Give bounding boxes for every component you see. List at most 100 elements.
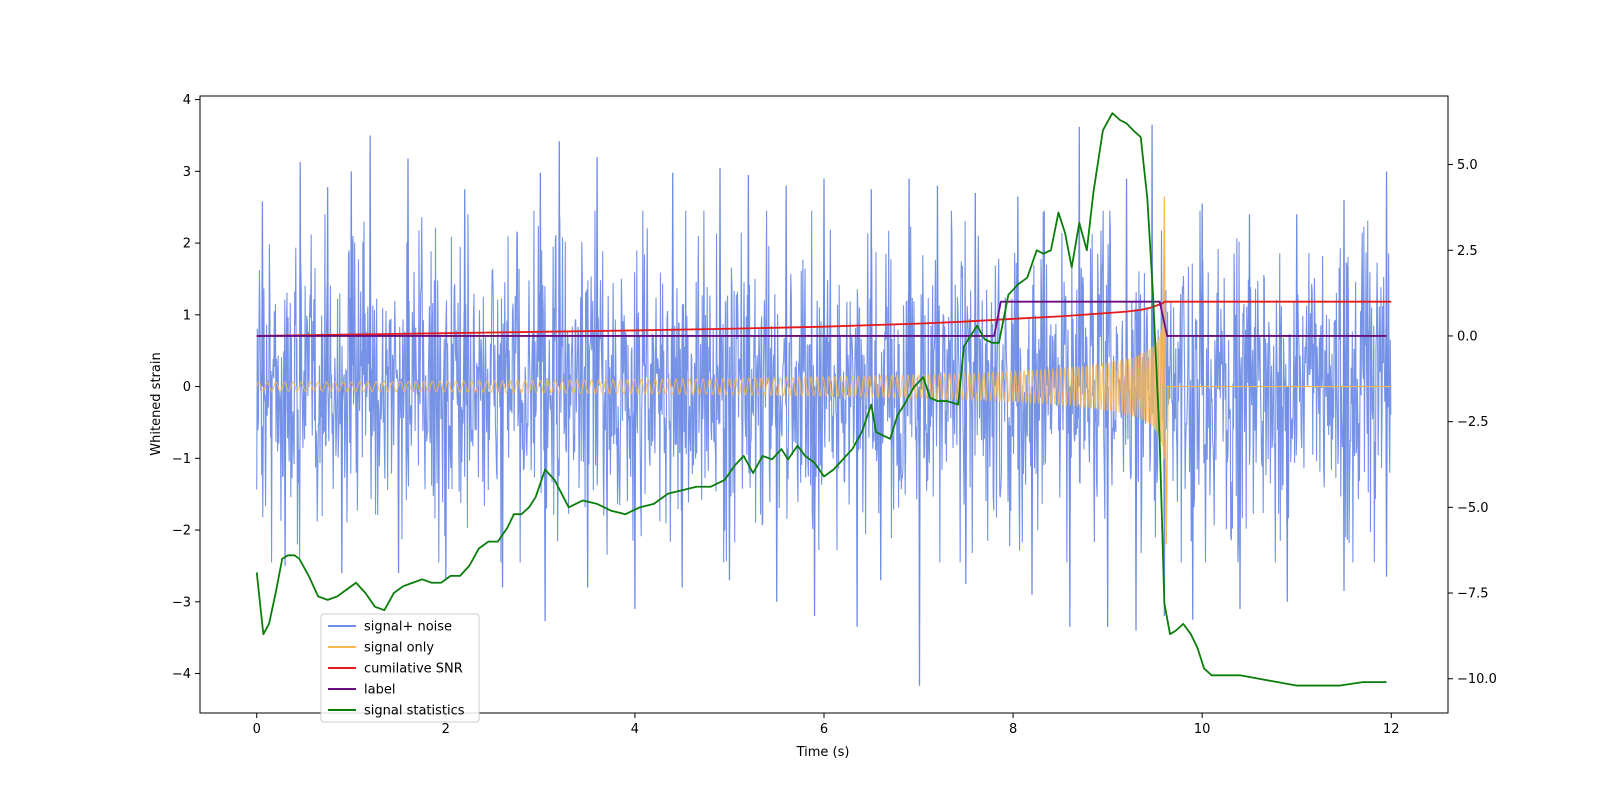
- y-left-tick-label: 2: [183, 237, 191, 252]
- noise-spike: [501, 386, 504, 588]
- noise-spike: [1248, 214, 1251, 387]
- legend-label: label: [364, 683, 395, 698]
- noise-spike: [728, 386, 731, 581]
- noise-spike: [539, 172, 542, 387]
- legend-item: cumilative SNR: [328, 662, 463, 677]
- y-right-tick-label: −2.5: [1457, 415, 1489, 430]
- noise-spike: [1342, 200, 1346, 387]
- noise-spike: [368, 135, 372, 387]
- noise-spike: [444, 386, 448, 581]
- noise-spike: [463, 189, 466, 387]
- noise-spike: [633, 386, 637, 609]
- y-left-tick-label: 4: [183, 93, 191, 108]
- legend-box: [320, 613, 480, 723]
- noise-spike: [261, 201, 264, 387]
- noise-spike: [1286, 386, 1289, 602]
- noise-spike: [350, 171, 353, 387]
- noise-spike: [1385, 386, 1388, 577]
- noise-spike: [1016, 196, 1020, 387]
- x-tick-label: 2: [442, 722, 450, 737]
- x-axis-label: Time (s): [796, 745, 850, 760]
- plot-area: [255, 112, 1392, 687]
- noise-spike: [784, 185, 788, 387]
- legend-item: signal statistics: [328, 704, 465, 719]
- y-left-tick-label: −1: [172, 452, 191, 467]
- x-tick-label: 4: [631, 722, 639, 737]
- series-label: [256, 300, 1387, 337]
- noise-spike: [1068, 386, 1072, 627]
- y-left-tick-label: 3: [183, 165, 191, 180]
- noise-spike: [397, 386, 400, 574]
- noise-spike: [1238, 386, 1242, 609]
- y-right-tick-label: −5.0: [1457, 501, 1489, 516]
- noise-spike: [406, 158, 410, 387]
- noise-spike: [870, 189, 873, 387]
- noise-spike: [1163, 386, 1166, 617]
- chirp-trace: [256, 316, 1165, 460]
- noise-spike: [1385, 171, 1388, 387]
- y-left-tick-label: −2: [172, 524, 191, 539]
- y-axis-left: −4 −3 −2 −1 0 1 2 3 4: [172, 93, 200, 682]
- noise-spike: [1191, 386, 1194, 620]
- noise-spike: [543, 386, 547, 622]
- noise-spike: [964, 386, 968, 584]
- legend-label: cumilative SNR: [364, 662, 463, 677]
- noise-spike: [595, 156, 599, 387]
- noise-spike: [1342, 386, 1346, 592]
- noise-spike: [1134, 386, 1138, 631]
- noise-spike: [907, 178, 911, 387]
- noise-spike: [855, 386, 859, 627]
- y-right-tick-label: 5.0: [1457, 158, 1478, 173]
- noise-spike: [1106, 386, 1109, 627]
- legend-label: signal statistics: [364, 704, 465, 719]
- series-signal-statistics: [255, 112, 1387, 687]
- x-tick-label: 6: [820, 722, 828, 737]
- x-tick-label: 12: [1383, 722, 1400, 737]
- noise-spike: [879, 386, 882, 581]
- x-tick-label: 10: [1194, 722, 1211, 737]
- noise-spike: [558, 141, 561, 387]
- noise-spike: [283, 386, 287, 566]
- legend-item: label: [328, 683, 395, 698]
- series-cumulative-snr: [256, 300, 1392, 337]
- x-tick-label: 8: [1009, 722, 1017, 737]
- x-axis: 0 2 4 6 8 10 12: [253, 713, 1400, 737]
- legend-label: signal only: [364, 641, 434, 656]
- merger-spike: [1161, 196, 1169, 545]
- y-axis-right: −10.0 −7.5 −5.0 −2.5 0.0 2.5 5.0: [1448, 158, 1497, 687]
- noise-spike: [918, 386, 921, 686]
- x-tick-label: 0: [253, 722, 261, 737]
- y-right-tick-label: 2.5: [1457, 244, 1478, 259]
- noise-spike: [1030, 386, 1034, 595]
- noise-spike: [671, 172, 674, 387]
- y-axis-left-label: Whitened strain: [149, 352, 164, 455]
- y-left-tick-label: 0: [183, 380, 191, 395]
- y-right-tick-label: −10.0: [1457, 672, 1497, 687]
- legend-label: signal+ noise: [364, 620, 452, 635]
- y-left-tick-label: −3: [172, 595, 191, 610]
- y-left-tick-label: 1: [183, 308, 191, 323]
- legend-item: signal only: [328, 641, 434, 656]
- noise-spike: [936, 185, 939, 387]
- series-signal-only: [256, 196, 1392, 545]
- noise-spike: [326, 187, 329, 387]
- noise-spike: [747, 174, 750, 387]
- legend-item: signal+ noise: [328, 620, 452, 635]
- noise-spike: [586, 386, 589, 588]
- legend: signal+ noise signal only cumilative SNR la…: [320, 613, 480, 723]
- noise-spike: [822, 178, 826, 387]
- noise-spike: [298, 162, 302, 387]
- noise-spike: [813, 386, 816, 617]
- noise-spike: [1125, 178, 1128, 387]
- noise-spike: [1078, 126, 1081, 387]
- noise-spike: [718, 167, 722, 387]
- noise-spike: [340, 386, 344, 574]
- noise-spike: [680, 386, 684, 588]
- noise-spike: [1295, 214, 1298, 387]
- y-left-tick-label: −4: [172, 667, 191, 682]
- noise-spike: [974, 192, 977, 387]
- y-right-tick-label: −7.5: [1457, 587, 1489, 602]
- noise-spike: [775, 386, 778, 602]
- y-right-tick-label: 0.0: [1457, 329, 1478, 344]
